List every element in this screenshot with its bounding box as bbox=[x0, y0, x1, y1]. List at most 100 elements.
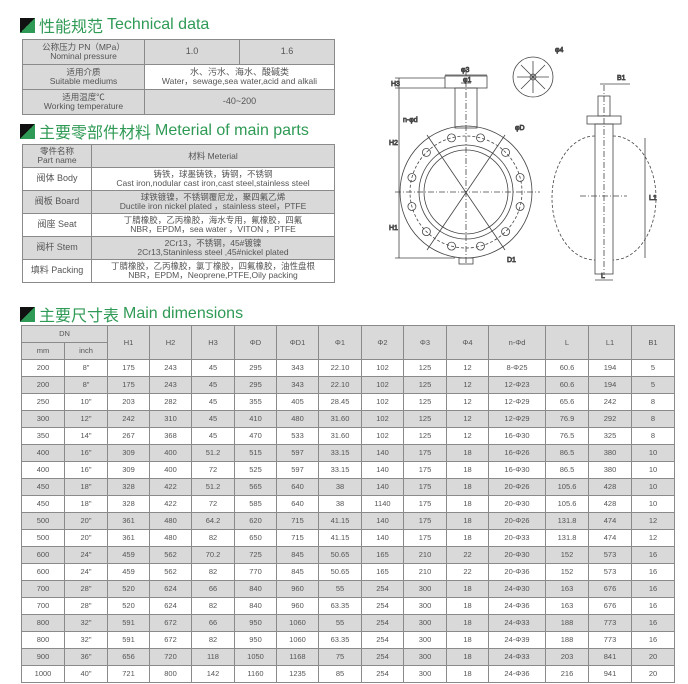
table-cell: 300 bbox=[403, 648, 447, 666]
table-cell: 51.2 bbox=[191, 444, 235, 462]
table-cell: 422 bbox=[149, 478, 192, 496]
bolt-hole bbox=[501, 227, 510, 236]
table-cell: 20-Φ26 bbox=[488, 512, 546, 530]
table-cell: 591 bbox=[107, 631, 150, 649]
table-cell: 175 bbox=[403, 461, 447, 479]
table-cell: 32" bbox=[64, 614, 108, 632]
table-cell: 770 bbox=[234, 563, 277, 581]
table-cell: 10 bbox=[631, 444, 675, 462]
drawing-label: φ4 bbox=[555, 47, 564, 54]
table-cell: 565 bbox=[234, 478, 277, 496]
table-cell: 60.6 bbox=[545, 359, 589, 377]
table-cell: 12 bbox=[446, 393, 489, 411]
table-cell: 10 bbox=[631, 478, 675, 496]
table-cell: 22.10 bbox=[318, 359, 362, 377]
table-cell: 254 bbox=[361, 665, 404, 683]
table-cell: 24" bbox=[64, 563, 108, 581]
table-cell: 8" bbox=[64, 376, 108, 394]
table-cell: 10 bbox=[631, 495, 675, 513]
label-cell: 公称压力 PN（MPa） Nominal pressure bbox=[22, 39, 145, 65]
table-cell: 24-Φ30 bbox=[488, 580, 546, 598]
table-cell: 325 bbox=[588, 427, 632, 445]
table-cell: 22 bbox=[446, 546, 489, 564]
table-cell: 400 bbox=[21, 444, 65, 462]
table-cell: 328 bbox=[107, 495, 150, 513]
table-cell: 24-Φ33 bbox=[488, 614, 546, 632]
table-cell: 76.9 bbox=[545, 410, 589, 428]
table-cell: 51.2 bbox=[191, 478, 235, 496]
bolt-hole bbox=[422, 148, 431, 157]
table-cell: 131.8 bbox=[545, 529, 589, 547]
section-marker-icon bbox=[20, 17, 35, 33]
section-marker-icon bbox=[20, 123, 35, 139]
table-cell: 152 bbox=[545, 563, 589, 581]
table-cell: 720 bbox=[149, 648, 192, 666]
table-cell: 309 bbox=[107, 461, 150, 479]
table-cell: 20-Φ26 bbox=[488, 478, 546, 496]
table-cell: 20-Φ30 bbox=[488, 546, 546, 564]
table-cell: 300 bbox=[403, 580, 447, 598]
table-cell: 5 bbox=[631, 376, 675, 394]
table-cell: 400 bbox=[21, 461, 65, 479]
table-cell: 640 bbox=[276, 495, 319, 513]
column-header: H2 bbox=[149, 325, 192, 360]
table-cell: 66 bbox=[191, 580, 235, 598]
table-cell: 300 bbox=[403, 665, 447, 683]
table-cell: 216 bbox=[545, 665, 589, 683]
table-cell: 459 bbox=[107, 563, 150, 581]
table-cell: 16" bbox=[64, 444, 108, 462]
heading-cn: 性能规范 bbox=[39, 17, 104, 36]
table-cell: 45 bbox=[191, 376, 235, 394]
table-cell: 125 bbox=[403, 393, 447, 411]
table-cell: 16-Φ30 bbox=[488, 427, 546, 445]
top-flange-view bbox=[512, 56, 554, 98]
table-cell: 33.15 bbox=[318, 444, 362, 462]
table-cell: 254 bbox=[361, 614, 404, 632]
table-cell: 18 bbox=[446, 665, 489, 683]
table-row: 200 8" 175 243 45 295 343 22.10 102 125 12 12-Φ23 60… bbox=[21, 376, 675, 394]
table-cell: 300 bbox=[403, 597, 447, 615]
table-cell: 38 bbox=[318, 478, 362, 496]
table-cell: 591 bbox=[107, 614, 150, 632]
table-row: 公称压力 PN（MPa） Nominal pressure 1.0 1.6 bbox=[22, 39, 336, 65]
table-cell: 82 bbox=[191, 631, 235, 649]
heading-en: Technical data bbox=[107, 16, 210, 33]
table-cell: 562 bbox=[149, 546, 192, 564]
table-cell: 292 bbox=[588, 410, 632, 428]
heading-en: Meterial of main parts bbox=[155, 122, 309, 139]
bolt-hole bbox=[447, 241, 456, 251]
table-cell: 175 bbox=[403, 512, 447, 530]
table-cell: 405 bbox=[276, 393, 319, 411]
value-cell: -40~200 bbox=[144, 89, 335, 115]
table-cell: 597 bbox=[276, 461, 319, 479]
drawing-label: φ1 bbox=[463, 77, 472, 84]
table-cell: 295 bbox=[234, 376, 277, 394]
column-header: L bbox=[545, 325, 589, 360]
technical-data-heading: 性能规范 Technical data bbox=[20, 13, 209, 37]
dn-header: DN bbox=[21, 325, 108, 343]
table-cell: 12 bbox=[446, 376, 489, 394]
table-cell: 941 bbox=[588, 665, 632, 683]
table-row: 500 20" 361 480 82 650 715 41.15 140 175 18 20-Φ33 1… bbox=[21, 529, 675, 547]
table-cell: 20-Φ30 bbox=[488, 495, 546, 513]
table-cell: 343 bbox=[276, 376, 319, 394]
part-name-cell: 阀体 Body bbox=[22, 167, 92, 191]
section-marker-icon bbox=[20, 306, 35, 322]
drawing-label: φD bbox=[515, 125, 525, 132]
table-cell: 45 bbox=[191, 393, 235, 411]
table-cell: 715 bbox=[276, 512, 319, 530]
table-cell: 8 bbox=[631, 427, 675, 445]
table-cell: 725 bbox=[234, 546, 277, 564]
table-cell: 86.5 bbox=[545, 444, 589, 462]
table-cell: 480 bbox=[276, 410, 319, 428]
bolt-hole bbox=[407, 202, 417, 211]
table-row: 700 28" 520 624 82 840 960 63.35 254 300 18 24-Φ36 1… bbox=[21, 597, 675, 615]
drawing-label: H3 bbox=[391, 81, 400, 88]
table-cell: 175 bbox=[403, 478, 447, 496]
table-cell: 400 bbox=[149, 444, 192, 462]
table-cell: 8" bbox=[64, 359, 108, 377]
front-view bbox=[395, 70, 540, 265]
table-cell: 8 bbox=[631, 393, 675, 411]
table-cell: 12-Φ29 bbox=[488, 393, 546, 411]
table-cell: 254 bbox=[361, 580, 404, 598]
